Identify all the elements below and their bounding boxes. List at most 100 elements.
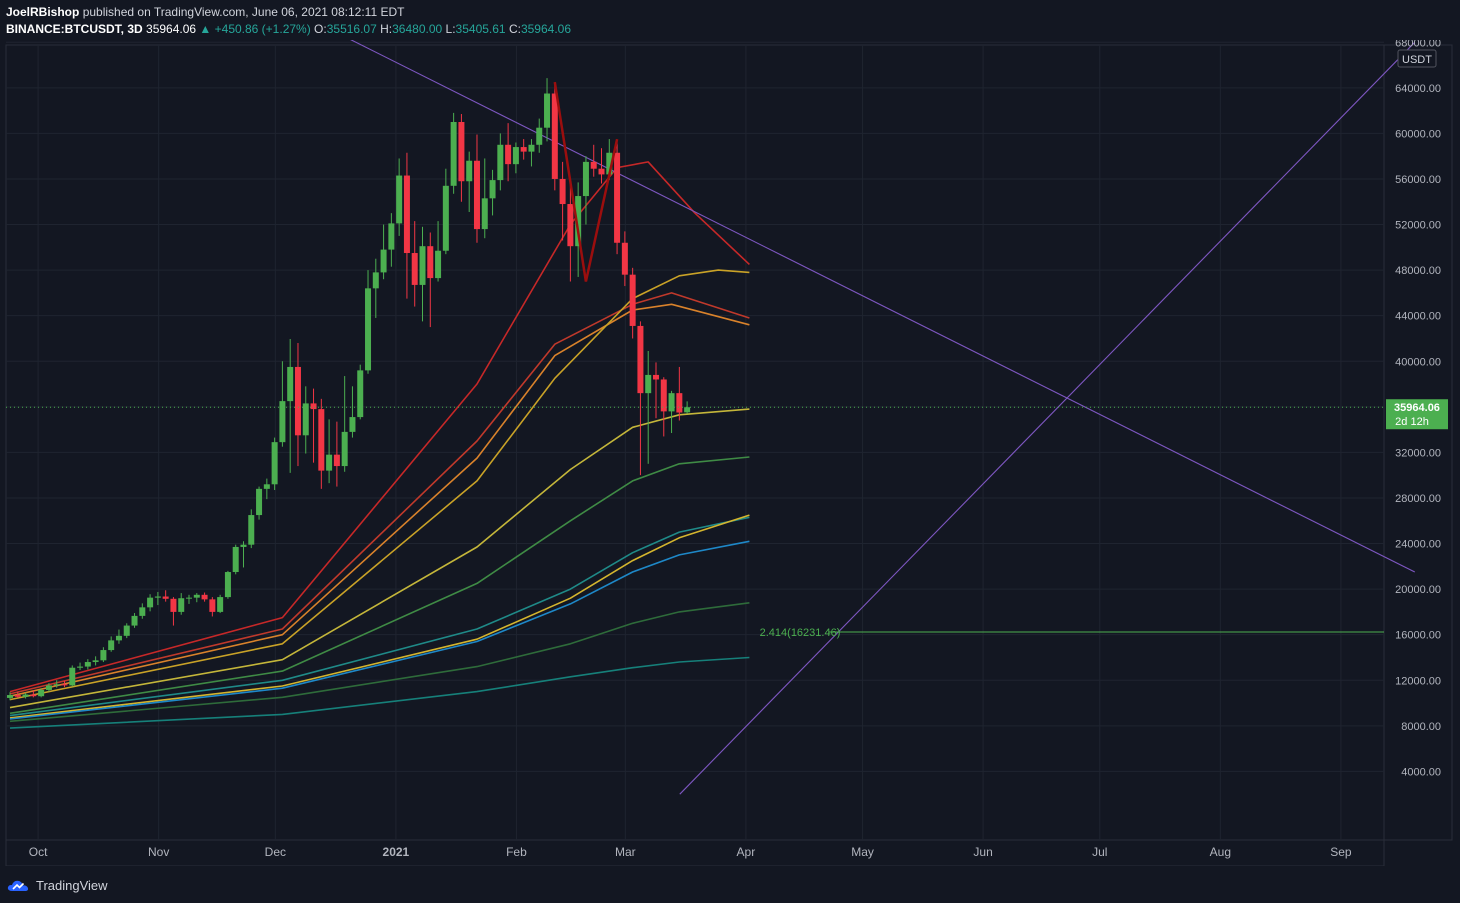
- candle[interactable]: [349, 386, 356, 438]
- currency-badge[interactable]: USDT: [1397, 49, 1437, 68]
- candle[interactable]: [427, 232, 434, 328]
- candle[interactable]: [559, 161, 566, 241]
- fib-extension[interactable]: 2.414(16231.46): [760, 627, 1384, 639]
- candle[interactable]: [147, 594, 154, 612]
- candle[interactable]: [333, 421, 340, 487]
- price-chart[interactable]: 2.414(16231.46) 4000.00 8000.00 12000.00 16…: [0, 40, 1460, 866]
- candle[interactable]: [53, 680, 60, 688]
- candle[interactable]: [660, 377, 667, 437]
- candle[interactable]: [69, 665, 76, 687]
- candle[interactable]: [294, 343, 301, 467]
- candle[interactable]: [45, 683, 52, 692]
- candle[interactable]: [528, 139, 535, 167]
- price-axis[interactable]: [1383, 44, 1453, 841]
- candle[interactable]: [209, 597, 216, 617]
- candle[interactable]: [388, 213, 395, 267]
- candle[interactable]: [497, 133, 504, 191]
- candle[interactable]: [512, 142, 519, 174]
- candle[interactable]: [7, 692, 13, 701]
- candle[interactable]: [186, 594, 193, 604]
- candle[interactable]: [61, 680, 68, 688]
- trend-lines[interactable]: [310, 40, 1416, 795]
- candle[interactable]: [582, 156, 589, 225]
- candle[interactable]: [341, 376, 348, 472]
- candle[interactable]: [30, 690, 37, 698]
- candle[interactable]: [302, 386, 309, 454]
- candle[interactable]: [92, 656, 99, 666]
- candle[interactable]: [256, 486, 263, 520]
- candle[interactable]: [403, 152, 410, 299]
- plot-area[interactable]: [5, 44, 1385, 841]
- trend-line[interactable]: [310, 40, 1416, 573]
- candle[interactable]: [372, 258, 379, 318]
- candle[interactable]: [279, 361, 286, 447]
- candle[interactable]: [481, 158, 488, 239]
- candle[interactable]: [162, 590, 169, 602]
- candle[interactable]: [115, 629, 122, 644]
- symbol-name[interactable]: BINANCE:BTCUSDT, 3D: [6, 22, 143, 36]
- candle[interactable]: [108, 636, 115, 652]
- candle[interactable]: [232, 544, 239, 575]
- author-name[interactable]: JoelRBishop: [6, 5, 80, 19]
- candle[interactable]: [489, 169, 496, 216]
- candle[interactable]: [193, 593, 200, 603]
- candle[interactable]: [22, 692, 29, 699]
- candle[interactable]: [123, 623, 130, 639]
- candle[interactable]: [154, 591, 161, 606]
- candle[interactable]: [357, 364, 364, 420]
- candle[interactable]: [318, 398, 325, 489]
- candle[interactable]: [621, 231, 628, 287]
- candle[interactable]: [684, 401, 691, 414]
- candle[interactable]: [629, 267, 636, 339]
- candle[interactable]: [14, 691, 21, 698]
- candle[interactable]: [217, 594, 224, 614]
- candle[interactable]: [551, 85, 558, 191]
- candle[interactable]: [326, 419, 333, 484]
- candle[interactable]: [139, 603, 146, 619]
- candle[interactable]: [411, 221, 418, 307]
- candle[interactable]: [442, 168, 449, 255]
- candle[interactable]: [520, 139, 527, 160]
- candle[interactable]: [473, 134, 480, 243]
- candle[interactable]: [263, 478, 270, 500]
- candle[interactable]: [435, 221, 442, 282]
- candles[interactable]: [7, 78, 691, 701]
- candle[interactable]: [224, 570, 231, 599]
- candle[interactable]: [170, 597, 177, 626]
- candle[interactable]: [380, 224, 387, 280]
- candle[interactable]: [84, 659, 91, 670]
- candle[interactable]: [310, 388, 317, 463]
- candle[interactable]: [419, 226, 426, 322]
- candle[interactable]: [505, 123, 512, 182]
- candle[interactable]: [676, 366, 683, 421]
- candle[interactable]: [450, 112, 457, 194]
- candle[interactable]: [567, 178, 574, 282]
- candle[interactable]: [287, 339, 294, 473]
- candle[interactable]: [240, 541, 247, 568]
- candle[interactable]: [178, 593, 185, 615]
- candle[interactable]: [544, 78, 551, 142]
- candle[interactable]: [38, 688, 45, 698]
- pattern-line[interactable]: [553, 81, 619, 282]
- candle[interactable]: [466, 151, 473, 213]
- candle[interactable]: [77, 662, 84, 671]
- candle[interactable]: [590, 144, 597, 177]
- candle[interactable]: [396, 158, 403, 236]
- candle[interactable]: [131, 613, 138, 628]
- candle[interactable]: [248, 509, 255, 549]
- time-axis[interactable]: [5, 839, 1385, 866]
- candle[interactable]: [458, 114, 465, 202]
- candle[interactable]: [668, 390, 675, 434]
- candle[interactable]: [598, 148, 605, 184]
- candle[interactable]: [536, 118, 543, 153]
- candle[interactable]: [637, 321, 644, 476]
- candle[interactable]: [365, 270, 372, 374]
- trend-line[interactable]: [679, 41, 1416, 795]
- candle[interactable]: [614, 141, 621, 255]
- candle[interactable]: [201, 592, 208, 602]
- pattern-polyline[interactable]: [553, 81, 619, 282]
- candle[interactable]: [100, 647, 107, 663]
- candle[interactable]: [271, 437, 278, 490]
- candle[interactable]: [652, 362, 659, 419]
- footer-brand[interactable]: TradingView: [6, 876, 108, 894]
